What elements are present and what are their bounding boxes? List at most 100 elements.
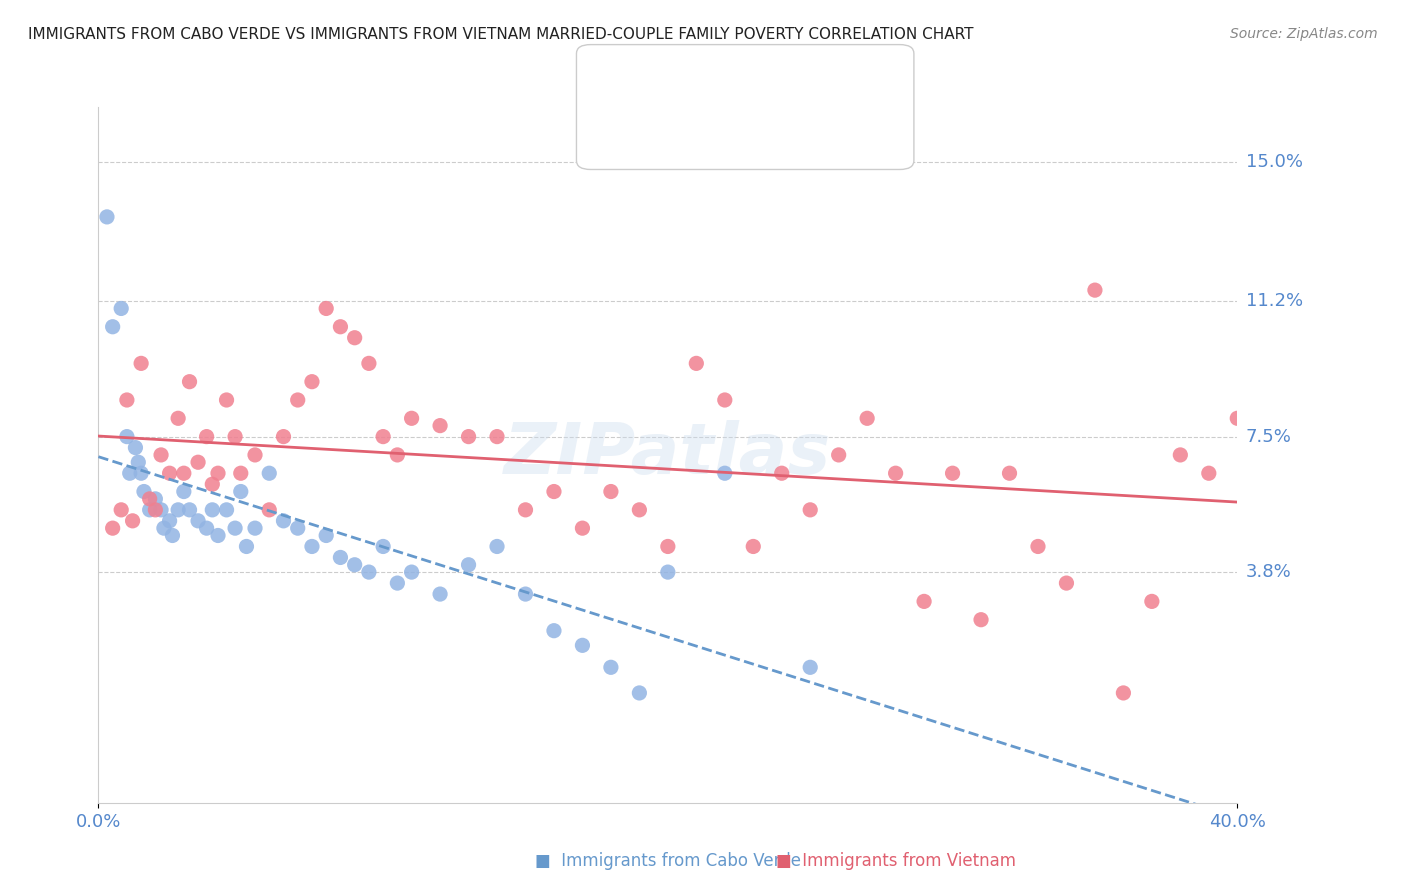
Point	[1084, 283, 1107, 297]
Point	[970, 613, 993, 627]
Point	[371, 429, 394, 443]
Point	[207, 467, 229, 481]
Point	[429, 418, 451, 433]
Text: 49: 49	[766, 76, 790, 94]
Point	[343, 558, 366, 572]
Point	[273, 429, 295, 443]
Point	[515, 587, 537, 601]
Text: ■: ■	[612, 120, 630, 139]
Text: 0.199: 0.199	[675, 120, 727, 138]
Point	[685, 356, 707, 370]
Point	[799, 503, 821, 517]
Text: ■  Immigrants from Cabo Verde: ■ Immigrants from Cabo Verde	[534, 852, 801, 870]
Point	[229, 484, 252, 499]
Point	[127, 455, 149, 469]
Point	[1056, 576, 1078, 591]
Point	[600, 484, 623, 499]
Point	[571, 638, 593, 652]
Point	[1198, 467, 1220, 481]
Point	[714, 467, 737, 481]
Point	[387, 448, 409, 462]
Point	[115, 429, 138, 443]
Point	[600, 660, 623, 674]
Point	[1254, 503, 1277, 517]
Point	[129, 467, 152, 481]
Point	[1140, 594, 1163, 608]
Text: Source: ZipAtlas.com: Source: ZipAtlas.com	[1230, 27, 1378, 41]
Text: ■: ■	[612, 75, 630, 95]
Point	[145, 503, 167, 517]
Point	[162, 528, 184, 542]
Text: 65: 65	[766, 120, 789, 138]
Point	[124, 441, 146, 455]
Point	[179, 503, 201, 517]
Point	[243, 521, 266, 535]
Point	[129, 356, 152, 370]
Point	[315, 301, 337, 316]
Point	[273, 514, 295, 528]
Point	[259, 467, 281, 481]
Point	[287, 392, 309, 407]
Point	[173, 467, 195, 481]
Point	[828, 448, 851, 462]
Point	[167, 411, 190, 425]
Point	[96, 210, 118, 224]
Point	[856, 411, 879, 425]
Point	[1312, 429, 1334, 443]
Point	[329, 550, 352, 565]
Point	[357, 565, 380, 579]
Point	[1226, 411, 1249, 425]
Point	[912, 594, 935, 608]
Point	[229, 467, 252, 481]
Text: 3.8%: 3.8%	[1246, 563, 1292, 581]
Point	[301, 375, 323, 389]
Point	[942, 467, 965, 481]
Point	[329, 319, 352, 334]
Point	[201, 477, 224, 491]
Point	[138, 503, 160, 517]
Point	[224, 429, 246, 443]
Point	[101, 521, 124, 535]
Point	[118, 467, 141, 481]
Point	[628, 686, 651, 700]
Point	[1026, 540, 1049, 554]
Point	[1112, 686, 1135, 700]
Point	[207, 528, 229, 542]
Point	[145, 491, 167, 506]
Point	[742, 540, 765, 554]
Point	[457, 429, 479, 443]
Point	[799, 660, 821, 674]
Point	[770, 467, 793, 481]
Point	[884, 467, 907, 481]
Point	[1368, 411, 1391, 425]
Point	[1284, 467, 1306, 481]
Point	[371, 540, 394, 554]
Text: 7.5%: 7.5%	[1246, 427, 1292, 446]
Point	[115, 392, 138, 407]
Text: 0.031: 0.031	[675, 76, 727, 94]
Point	[110, 301, 132, 316]
Point	[657, 540, 679, 554]
Text: 11.2%: 11.2%	[1246, 292, 1303, 310]
Point	[401, 411, 423, 425]
Point	[301, 540, 323, 554]
Point	[195, 521, 218, 535]
Point	[187, 514, 209, 528]
Point	[215, 503, 238, 517]
Point	[387, 576, 409, 591]
Point	[259, 503, 281, 517]
Point	[571, 521, 593, 535]
Point	[486, 429, 509, 443]
Point	[167, 503, 190, 517]
Point	[215, 392, 238, 407]
Point	[110, 503, 132, 517]
Point	[657, 565, 679, 579]
Point	[515, 503, 537, 517]
Point	[243, 448, 266, 462]
Point	[1340, 576, 1362, 591]
Point	[201, 503, 224, 517]
Point	[1170, 448, 1192, 462]
Point	[153, 521, 176, 535]
Point	[429, 587, 451, 601]
Point	[132, 484, 155, 499]
